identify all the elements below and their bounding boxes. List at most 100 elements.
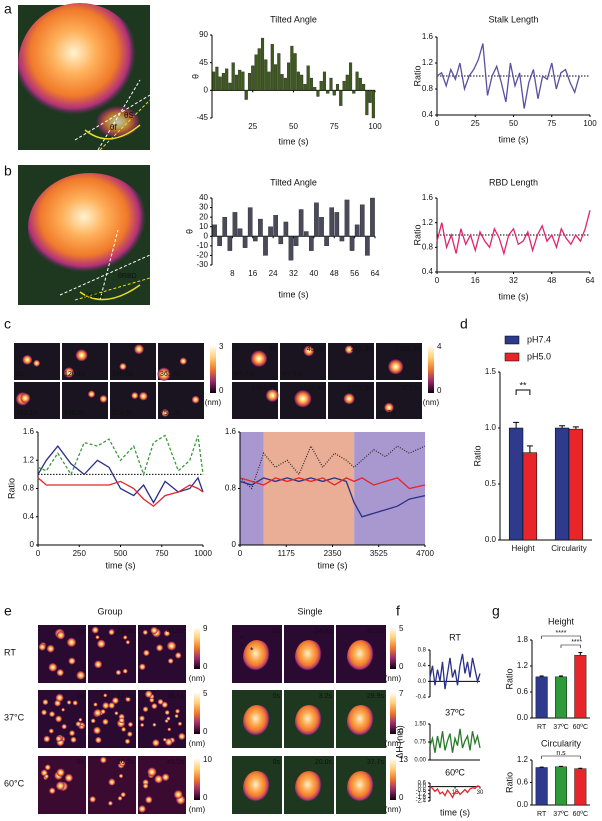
bar	[217, 236, 222, 247]
bar	[370, 197, 375, 237]
bar	[335, 84, 340, 91]
y-tick-label: 1.2	[517, 755, 529, 764]
y-tick-label: 0.00	[414, 758, 426, 764]
particle	[157, 367, 171, 382]
ph-label: pH: 5.0	[282, 372, 302, 378]
y-axis-label: Ratio	[472, 445, 482, 466]
column-title: Single	[297, 606, 322, 616]
bar	[339, 90, 343, 106]
colorbar-label: 0	[399, 793, 404, 802]
y-tick-label: 0.4	[422, 110, 434, 119]
bar	[278, 236, 284, 245]
particle	[175, 708, 180, 714]
panel-letter: d	[460, 316, 468, 332]
time-label: 16.2s	[117, 759, 135, 766]
particle	[115, 669, 122, 676]
molecule	[295, 705, 323, 739]
y-tick-label: 0	[204, 231, 209, 240]
bar	[232, 212, 238, 237]
particle	[127, 721, 134, 728]
annotation: **	[519, 380, 527, 390]
colorbar-label: 10	[203, 755, 212, 764]
bar	[247, 207, 253, 237]
particle	[127, 731, 133, 737]
bar	[324, 236, 329, 247]
chart-title: Stalk Length	[488, 14, 538, 24]
y-tick-label: 40	[199, 193, 208, 202]
y-tick-label: -30	[196, 260, 208, 269]
y-tick-label: 0.0	[517, 800, 529, 809]
legend-label: pH5.0	[527, 351, 551, 361]
colorbar-label: (nm)	[189, 739, 206, 748]
bar	[535, 767, 548, 806]
bar	[267, 71, 271, 91]
y-tick-label: 1.6	[422, 193, 434, 202]
particle	[56, 630, 66, 640]
bar	[298, 209, 304, 237]
particle	[384, 402, 394, 413]
bar	[349, 236, 355, 251]
bar	[309, 77, 313, 91]
y-tick-label: 0.4	[418, 663, 427, 669]
particle	[89, 796, 96, 803]
particle	[131, 391, 139, 400]
particle	[33, 359, 41, 367]
region	[263, 432, 355, 545]
image-a	[18, 3, 151, 151]
bar	[309, 236, 314, 251]
bar	[283, 77, 287, 91]
x-tick-label: 24	[269, 269, 278, 278]
bar	[329, 77, 333, 91]
x-tick-label: 100	[368, 122, 382, 131]
particle	[138, 663, 146, 671]
particle	[265, 388, 279, 403]
y-tick-label: 0.8	[422, 84, 434, 93]
particle	[147, 767, 157, 777]
bracket	[515, 389, 531, 395]
particle	[161, 408, 169, 417]
particle	[38, 643, 47, 651]
particle	[61, 707, 65, 712]
particle	[161, 701, 168, 708]
ph-label: pH: 7.4	[234, 372, 254, 378]
particle	[166, 641, 177, 651]
y-tick-label: 1.2	[23, 455, 35, 464]
particle	[120, 791, 126, 798]
bar	[574, 654, 587, 719]
particle	[61, 723, 67, 730]
dash-line	[74, 94, 151, 141]
time-label: 222.9s	[351, 346, 373, 353]
bar	[225, 68, 229, 91]
chart-title: Circularity	[541, 738, 582, 748]
bar	[222, 216, 228, 237]
dash-line	[97, 79, 141, 151]
time-label: 120.1s	[64, 371, 86, 378]
colorbar-label: (nm)	[189, 674, 206, 683]
row-label: RT	[4, 647, 16, 657]
particle	[151, 703, 158, 710]
bar	[293, 53, 297, 91]
colorbar-label: 0	[399, 662, 404, 671]
particle	[142, 706, 149, 713]
colorbar-label: 7	[399, 689, 404, 698]
x-tick-label: 75	[330, 122, 339, 131]
particle	[48, 728, 54, 734]
time-label: 38.1s	[167, 693, 185, 700]
chart-title: Tilted Angle	[270, 14, 317, 24]
y-tick-label: 20	[199, 212, 208, 221]
particle	[108, 702, 115, 709]
time-label: 1384.8s	[251, 385, 276, 392]
y-tick-label: 1.5	[485, 367, 497, 376]
y-tick-label: -0.4	[416, 695, 427, 701]
line-series	[37, 434, 204, 477]
bar	[522, 452, 538, 541]
particle	[162, 737, 167, 742]
panel-letter: f	[396, 603, 400, 619]
image-tile	[280, 343, 326, 380]
y-tick-label: -2.4	[416, 799, 427, 805]
colorbar-label: 13	[399, 755, 408, 764]
y-tick-label: 0	[204, 85, 209, 94]
particle	[102, 702, 110, 710]
x-tick-label: 56	[350, 269, 359, 278]
x-tick-label: 250	[73, 549, 87, 558]
